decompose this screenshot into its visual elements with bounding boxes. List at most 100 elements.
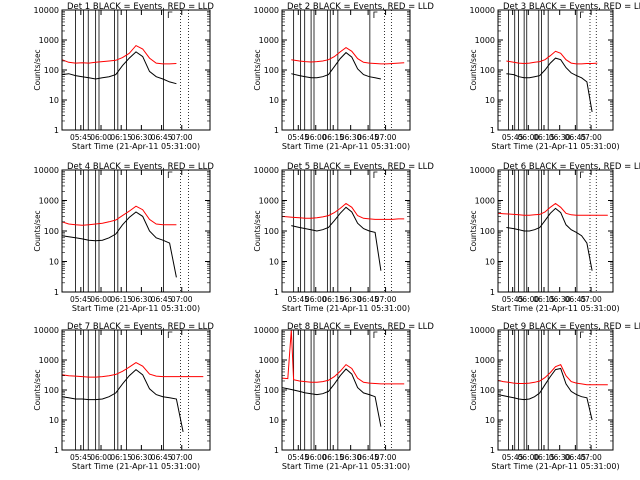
x-axis-label: Start Time (21-Apr-11 05:31:00) xyxy=(491,462,619,471)
y-tick-label: 100 xyxy=(44,227,59,236)
y-tick-label: 1000 xyxy=(475,36,495,45)
plot-frame xyxy=(281,169,411,293)
y-tick-label: 1 xyxy=(274,126,279,135)
panel-det-4: 1 10 100 1000 10000 05:4506:0006:1506:3006:45… xyxy=(33,162,214,313)
x-tick-label: 06:45 xyxy=(357,453,379,462)
x-tick-label: 06:30 xyxy=(549,133,571,142)
x-tick-label: 06:15 xyxy=(533,453,555,462)
y-tick-label: 1000 xyxy=(39,36,59,45)
x-tick-label: 06:45 xyxy=(565,133,587,142)
x-tick-label: 05:45 xyxy=(70,133,92,142)
x-tick-label: 05:45 xyxy=(502,133,524,142)
x-tick-label: 06:00 xyxy=(518,295,540,304)
panel-det-6: 1 10 100 1000 10000 05:4506:0006:1506:3006:45… xyxy=(469,162,640,313)
panel-det-9: 1 10 100 1000 10000 05:4506:0006:1506:3006:45… xyxy=(469,322,640,471)
y-tick-label: 1 xyxy=(274,288,279,297)
x-tick-label: 05:45 xyxy=(287,453,309,462)
y-tick-label: 100 xyxy=(264,66,279,75)
x-tick-label: 06:15 xyxy=(110,295,132,304)
x-tick-label: 05:45 xyxy=(502,295,524,304)
series-line-events xyxy=(61,368,184,432)
y-tick-label: 1000 xyxy=(39,197,59,206)
y-tick-label: 100 xyxy=(264,386,279,395)
y-tick-label: 10 xyxy=(269,96,279,105)
x-tick-label: 06:00 xyxy=(518,453,540,462)
x-axis-label: Start Time (21-Apr-11 05:31:00) xyxy=(282,304,410,313)
x-tick-label: 06:15 xyxy=(110,133,132,142)
x-tick-label: 06:45 xyxy=(357,295,379,304)
series-line-lld xyxy=(281,202,405,220)
panel-det-2: 1 10 100 1000 10000 05:4506:0006:1506:3006:45… xyxy=(253,2,434,151)
y-tick-label: 10 xyxy=(485,416,495,425)
plot-frame xyxy=(281,9,411,131)
series-line-lld xyxy=(61,205,177,226)
y-tick-label: 100 xyxy=(44,386,59,395)
x-tick-label: 06:00 xyxy=(90,133,112,142)
x-tick-label: 05:45 xyxy=(287,133,309,142)
y-tick-label: 10000 xyxy=(254,166,279,175)
series-line-events xyxy=(61,51,177,85)
x-tick-label: 06:15 xyxy=(322,295,344,304)
x-tick-label: 06:30 xyxy=(131,133,153,142)
y-axis-label: Counts/sec xyxy=(33,210,42,251)
y-tick-label: 1000 xyxy=(259,36,279,45)
y-tick-label: 10 xyxy=(485,96,495,105)
panel-title: Det 8 BLACK = Events, RED = LLD xyxy=(287,322,434,332)
panel-title: Det 6 BLACK = Events, RED = LLD xyxy=(503,162,640,172)
x-tick-label: 06:15 xyxy=(322,133,344,142)
x-tick-label: 05:45 xyxy=(502,453,524,462)
plot-frame xyxy=(497,9,614,131)
y-tick-label: 10 xyxy=(269,258,279,267)
x-tick-label: 07:00 xyxy=(171,133,193,142)
y-axis-label: Counts/sec xyxy=(469,369,478,410)
plot-frame xyxy=(497,169,614,293)
panel-det-3: 1 10 100 1000 10000 05:4506:0006:1506:3006:45… xyxy=(469,2,640,151)
series-line-lld xyxy=(281,329,405,385)
y-tick-label: 10000 xyxy=(34,6,59,15)
y-axis-label: Counts/sec xyxy=(253,369,262,410)
series-line-lld xyxy=(291,46,405,65)
x-tick-label: 06:45 xyxy=(565,295,587,304)
series-line-lld xyxy=(497,363,608,386)
x-tick-label: 06:00 xyxy=(90,453,112,462)
y-tick-label: 1 xyxy=(490,288,495,297)
y-tick-label: 1000 xyxy=(475,356,495,365)
plot-frame xyxy=(281,329,411,451)
x-tick-label: 06:45 xyxy=(151,133,173,142)
y-tick-label: 1000 xyxy=(39,356,59,365)
x-tick-label: 06:00 xyxy=(90,295,112,304)
y-tick-label: 1 xyxy=(490,446,495,455)
x-tick-label: 05:45 xyxy=(70,295,92,304)
series-line-events xyxy=(506,207,593,271)
x-axis-label: Start Time (21-Apr-11 05:31:00) xyxy=(72,304,200,313)
plot-frame xyxy=(61,9,211,131)
x-tick-label: 06:30 xyxy=(340,453,362,462)
time-bracket-mark xyxy=(167,331,173,338)
series-line-lld xyxy=(497,202,608,216)
series-line-lld xyxy=(61,362,204,378)
y-tick-label: 100 xyxy=(264,227,279,236)
series-line-events xyxy=(291,51,382,80)
x-tick-label: 06:45 xyxy=(357,133,379,142)
time-bracket-mark xyxy=(373,171,378,178)
time-bracket-mark xyxy=(373,331,378,338)
x-tick-label: 06:00 xyxy=(305,453,327,462)
y-tick-label: 10000 xyxy=(34,326,59,335)
panel-det-5: 1 10 100 1000 10000 05:4506:0006:1506:3006:45… xyxy=(253,162,434,313)
x-axis-label: Start Time (21-Apr-11 05:31:00) xyxy=(282,462,410,471)
x-tick-label: 05:45 xyxy=(287,295,309,304)
x-tick-label: 07:00 xyxy=(375,133,397,142)
y-tick-label: 10 xyxy=(49,416,59,425)
time-bracket-mark xyxy=(167,11,173,18)
time-bracket-mark xyxy=(167,171,173,178)
x-tick-label: 06:45 xyxy=(151,453,173,462)
panel-title: Det 5 BLACK = Events, RED = LLD xyxy=(287,162,434,172)
series-line-events xyxy=(506,57,593,112)
time-bracket-mark xyxy=(580,171,584,178)
y-tick-label: 100 xyxy=(480,386,495,395)
series-line-events xyxy=(61,211,177,278)
x-tick-label: 07:00 xyxy=(580,453,602,462)
y-tick-label: 10000 xyxy=(470,6,495,15)
panel-title: Det 1 BLACK = Events, RED = LLD xyxy=(67,2,214,12)
